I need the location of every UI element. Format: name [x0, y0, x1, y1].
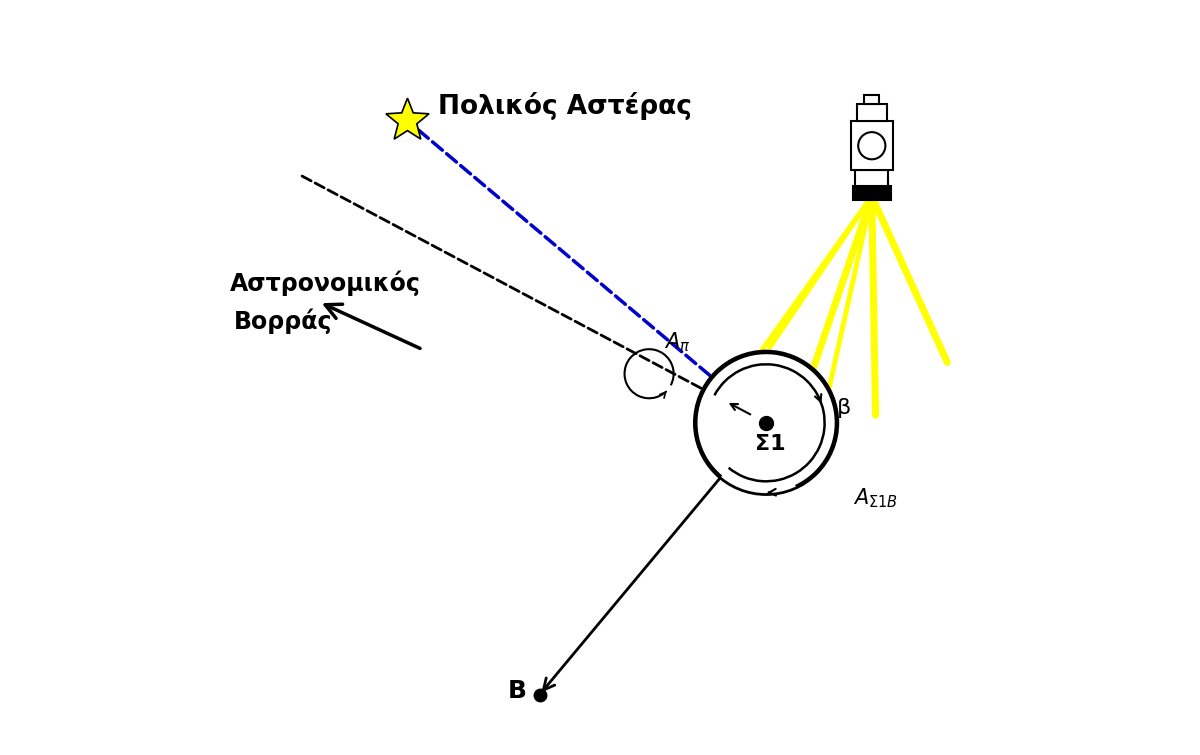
Text: Σ1: Σ1	[755, 434, 785, 454]
Polygon shape	[386, 98, 430, 139]
Text: $A_{\pi}$: $A_{\pi}$	[664, 330, 690, 354]
Text: β: β	[836, 398, 851, 418]
Text: $A_{\Sigma 1B}$: $A_{\Sigma 1B}$	[853, 486, 898, 510]
Bar	[857, 104, 887, 121]
Bar	[856, 170, 888, 186]
Bar	[851, 121, 893, 170]
Text: B: B	[508, 679, 527, 703]
Circle shape	[858, 132, 886, 159]
Text: Βορράς: Βορράς	[234, 308, 332, 334]
Circle shape	[695, 351, 838, 495]
Text: Πολικός Αστέρας: Πολικός Αστέρας	[438, 91, 691, 120]
Bar	[853, 186, 890, 200]
Text: Αστρονομικός: Αστρονομικός	[230, 270, 421, 296]
Bar	[864, 95, 880, 104]
